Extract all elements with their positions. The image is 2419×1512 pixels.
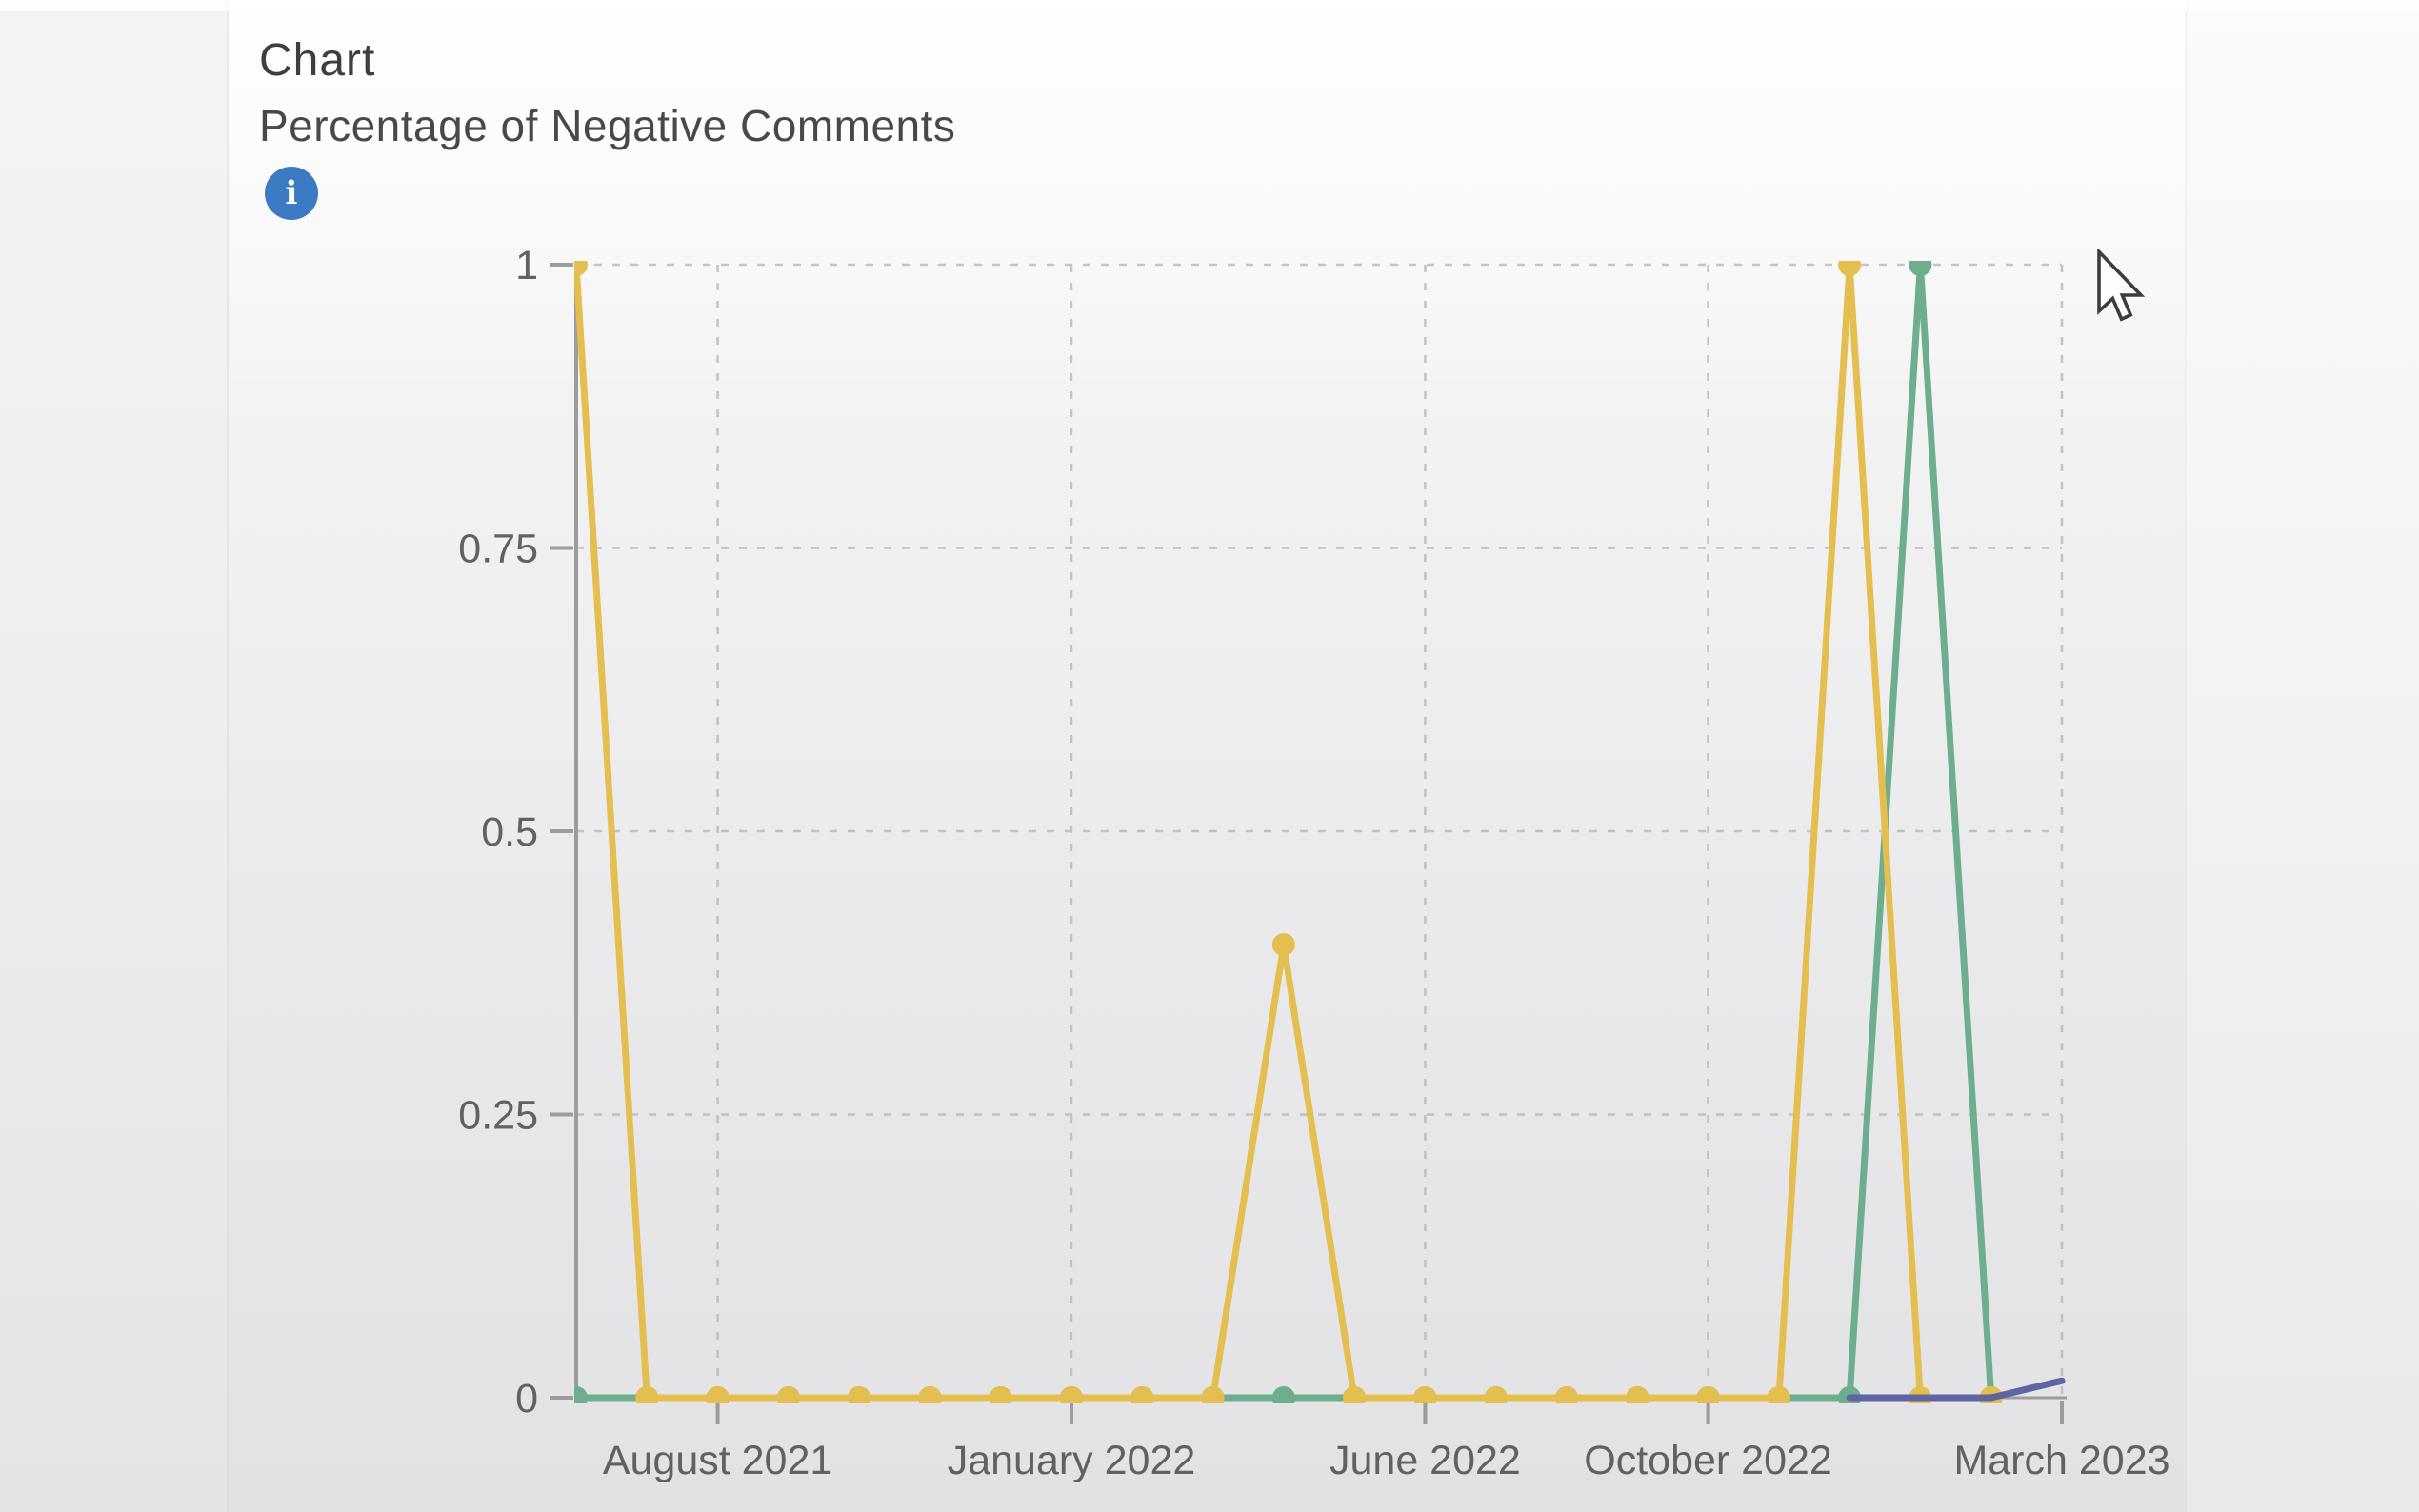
yellow-series-marker bbox=[1626, 1386, 1649, 1403]
axis-labels: 0 0.25 0.5 0.75 1 August 2021 January 2022 June… bbox=[458, 243, 2169, 1483]
x-tick-label: October 2022 bbox=[1584, 1438, 1832, 1483]
yellow-series bbox=[574, 261, 2003, 1403]
navy-series-line bbox=[1846, 1377, 2066, 1402]
yellow-series-marker bbox=[1130, 1386, 1154, 1403]
yellow-series-marker bbox=[1555, 1386, 1578, 1403]
yellow-series-marker bbox=[1413, 1386, 1437, 1403]
gridlines bbox=[576, 263, 2064, 1398]
yellow-series-marker bbox=[1201, 1386, 1225, 1403]
y-tick-label: 0.25 bbox=[458, 1093, 538, 1139]
yellow-series-marker bbox=[635, 1386, 659, 1403]
left-panel bbox=[0, 0, 229, 1512]
green-series-marker bbox=[574, 1386, 588, 1403]
navy-series bbox=[1846, 1377, 2066, 1402]
yellow-series-marker bbox=[1271, 933, 1295, 956]
yellow-series-marker bbox=[918, 1386, 942, 1403]
y-tick-label: 0 bbox=[515, 1376, 538, 1422]
info-icon[interactable]: i bbox=[265, 167, 318, 220]
right-panel bbox=[2185, 0, 2419, 1512]
x-tick-label: January 2022 bbox=[948, 1438, 1196, 1483]
green-series-marker bbox=[1909, 261, 1932, 276]
x-tick-label: June 2022 bbox=[1329, 1438, 1521, 1483]
yellow-series-marker bbox=[1767, 1386, 1790, 1403]
y-tick-label: 0.75 bbox=[458, 527, 538, 572]
yellow-series-marker bbox=[706, 1386, 730, 1403]
card-title: Chart bbox=[259, 35, 376, 86]
chart-header: Chart Percentage of Negative Comments i bbox=[259, 34, 955, 220]
green-series-marker bbox=[1271, 1386, 1295, 1403]
yellow-series-marker bbox=[1343, 1386, 1367, 1403]
yellow-series-marker bbox=[989, 1386, 1012, 1403]
yellow-series-marker bbox=[1696, 1386, 1720, 1403]
yellow-series-marker bbox=[776, 1386, 800, 1403]
x-tick-label: March 2023 bbox=[1953, 1438, 2169, 1483]
chart-title: Percentage of Negative Comments bbox=[259, 101, 956, 150]
y-tick-label: 1 bbox=[515, 243, 538, 288]
yellow-series-marker bbox=[1060, 1386, 1083, 1403]
yellow-series-marker bbox=[1838, 261, 1862, 276]
x-tick-label: August 2021 bbox=[603, 1438, 832, 1483]
yellow-series-marker bbox=[848, 1386, 871, 1403]
yellow-series-marker bbox=[574, 261, 588, 276]
yellow-series-marker bbox=[1484, 1386, 1508, 1403]
y-tick-label: 0.5 bbox=[481, 809, 538, 855]
